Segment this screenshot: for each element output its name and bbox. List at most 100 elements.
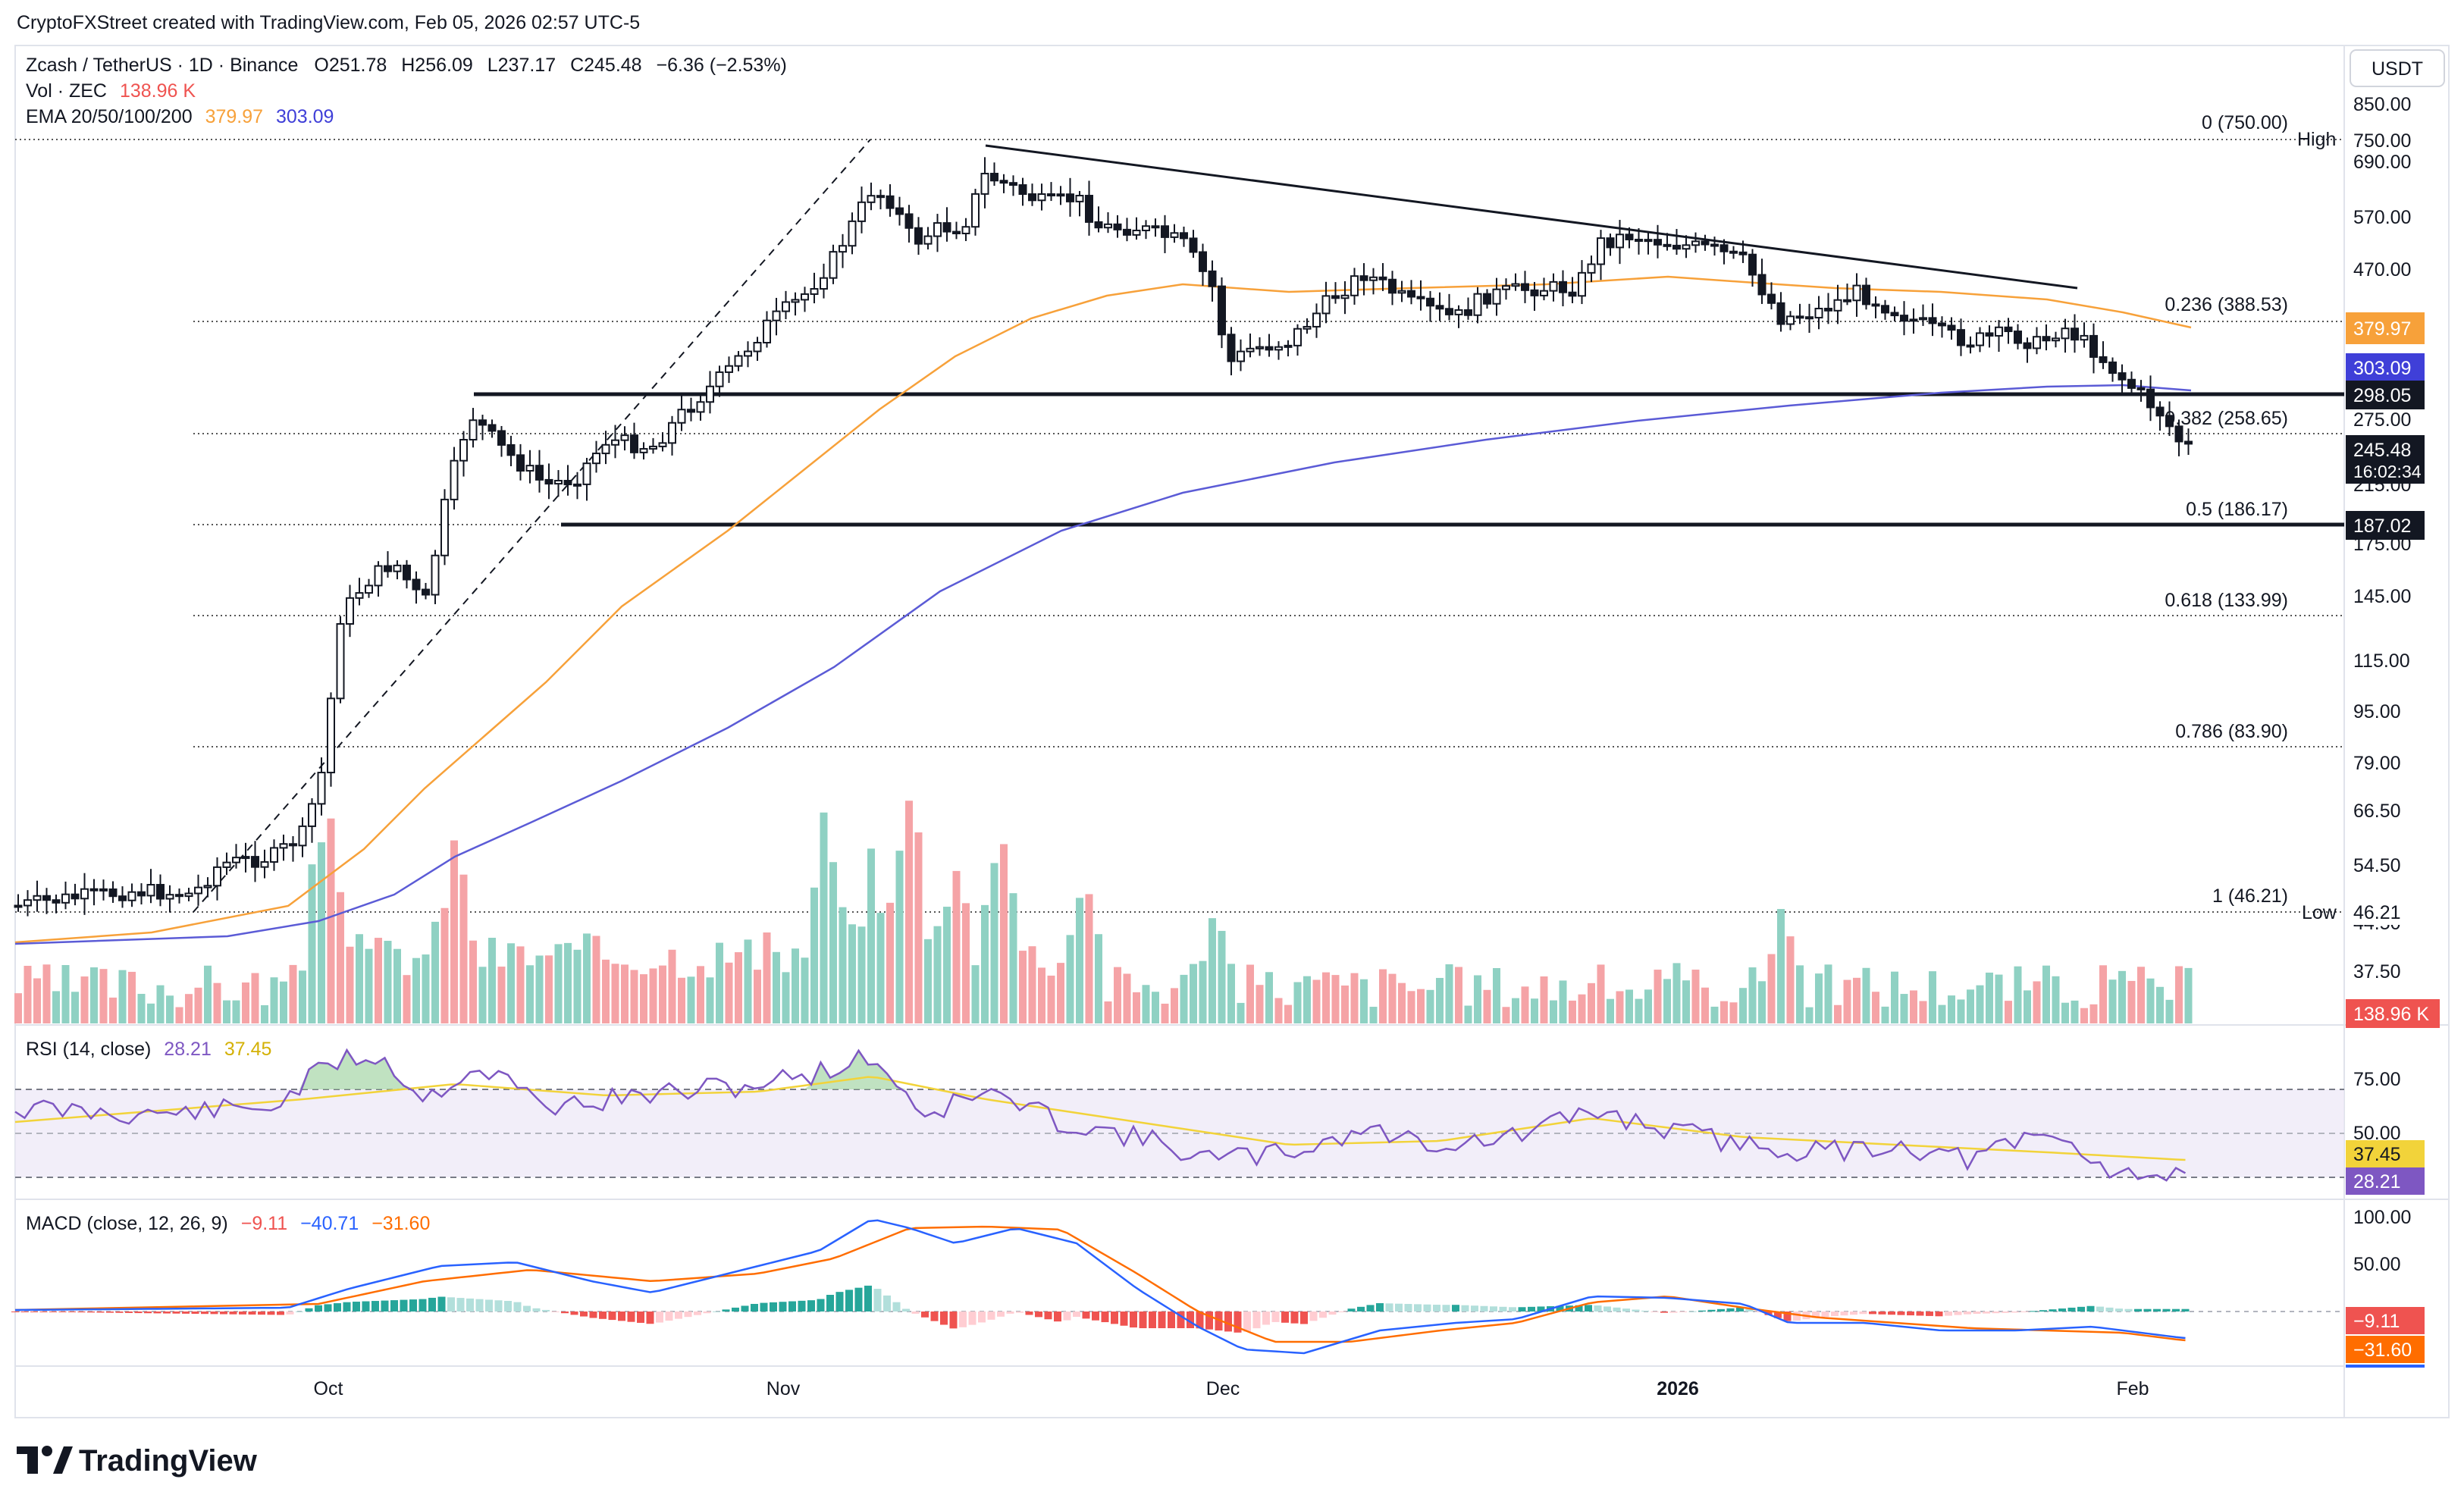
- volume-bar: [990, 863, 998, 1023]
- volume-bar: [1824, 964, 1832, 1023]
- macd-hist-bar: [1130, 1312, 1137, 1328]
- volume-bar: [1265, 972, 1273, 1023]
- candle: [2174, 419, 2183, 456]
- rsi-legend-label: RSI (14, close): [26, 1039, 151, 1060]
- price-axis[interactable]: 850.00 690.00 570.00 470.00 275.00 215.0…: [2353, 94, 2411, 982]
- volume-bar: [1853, 977, 1861, 1023]
- candle: [459, 431, 468, 477]
- tradingview-logo[interactable]: TradingView: [17, 1444, 258, 1478]
- candle: [1663, 233, 1672, 251]
- bar-countdown: 16:02:34: [2353, 462, 2422, 481]
- macd-hist-bar: [1395, 1303, 1403, 1312]
- macd-hist-bar: [1006, 1312, 1014, 1314]
- volume-bar: [1493, 967, 1500, 1023]
- price-tick: 690.00: [2353, 152, 2411, 173]
- macd-signal-line: [14, 1225, 2186, 1343]
- volume-bar: [1672, 963, 1681, 1023]
- macd-hist-bar: [722, 1309, 730, 1312]
- volume-bar: [744, 939, 752, 1023]
- ema-lines: [14, 275, 2192, 945]
- time-axis[interactable]: Oct Nov Dec 2026 Feb: [314, 1378, 2149, 1399]
- candle: [1795, 303, 1804, 324]
- candle: [1218, 277, 1226, 349]
- svg-text:RSI (14, close) 28.21: RSI (14, close) 28.21 37.45: [26, 1039, 271, 1060]
- macd-hist-bar: [911, 1312, 920, 1314]
- candle: [1483, 289, 1491, 309]
- volume-bar: [839, 907, 847, 1023]
- macd-hist-bar: [1385, 1303, 1393, 1312]
- candle: [687, 397, 695, 422]
- currency-button[interactable]: USDT: [2350, 49, 2445, 87]
- candle: [222, 852, 231, 876]
- macd-hist-bar: [504, 1301, 512, 1312]
- volume-bar: [905, 801, 913, 1023]
- fibonacci-labels: 0 (750.00) 0.236 (388.53) 0.382 (258.65)…: [2165, 112, 2288, 907]
- candle: [1776, 292, 1785, 332]
- candle: [1246, 333, 1255, 358]
- volume-bar: [649, 968, 657, 1023]
- macd-hist-bar: [1177, 1312, 1185, 1328]
- candle: [1719, 239, 1729, 265]
- candle: [99, 879, 108, 901]
- symbol-legend: Zcash / TetherUS · 1D · Binance O251.78 …: [26, 55, 787, 127]
- candle: [1142, 220, 1150, 240]
- macd-hist-bar: [2067, 1307, 2076, 1312]
- macd-hist-bar: [542, 1309, 550, 1312]
- volume-bar: [223, 1000, 230, 1023]
- fib-label: 0.786 (83.90): [2175, 721, 2288, 742]
- macd-hist-tag: [2346, 1307, 2425, 1334]
- volume-bar: [251, 973, 259, 1023]
- candle: [1625, 227, 1634, 249]
- macd-hist-bar: [703, 1312, 711, 1314]
- candle: [782, 290, 790, 320]
- macd-hist-bar: [779, 1302, 787, 1312]
- candle: [1852, 273, 1861, 317]
- macd-hist-bar: [1423, 1304, 1431, 1312]
- volume-bar: [1445, 964, 1453, 1023]
- macd-hist-bar: [1954, 1312, 1962, 1315]
- volume-bar: [754, 970, 761, 1023]
- candle: [1729, 246, 1738, 259]
- volume-bar: [213, 982, 221, 1023]
- candle: [1378, 263, 1387, 291]
- macd-hist-bar: [1707, 1309, 1716, 1312]
- macd-hist-bar: [1907, 1312, 1914, 1316]
- candle: [146, 869, 155, 904]
- candle: [1995, 320, 2003, 353]
- macd-hist-bar: [751, 1303, 758, 1312]
- volume-bar: [1767, 954, 1776, 1023]
- candle: [1464, 297, 1472, 320]
- macd-hist-bar: [1196, 1312, 1204, 1329]
- volume-bar: [1066, 935, 1074, 1023]
- candle: [260, 849, 269, 879]
- volume-bar: [1237, 1002, 1245, 1023]
- macd-pane[interactable]: MACD (close, 12, 26, 9) −9.11 −40.71 −31…: [11, 1207, 2425, 1368]
- volume-bar: [526, 965, 534, 1023]
- low-value: 46.21: [2353, 902, 2401, 923]
- macd-legend-hist: −9.11: [241, 1213, 287, 1234]
- macd-hist-bar: [1935, 1312, 1943, 1317]
- candle: [1056, 186, 1065, 205]
- rsi-ma-tag-value: 37.45: [2353, 1144, 2401, 1165]
- candle: [1445, 293, 1453, 321]
- candle: [1530, 281, 1539, 312]
- volume-bar: [867, 848, 875, 1023]
- macd-hist-bar: [1433, 1305, 1440, 1312]
- ohlc-low: L237.17: [487, 55, 556, 76]
- candle: [365, 578, 373, 598]
- descending-trendline[interactable]: [985, 144, 2078, 290]
- macd-hist-bar: [1528, 1306, 1535, 1312]
- candle: [2127, 371, 2136, 395]
- candle: [791, 292, 800, 316]
- volume-bar: [659, 965, 666, 1023]
- candle: [848, 212, 857, 255]
- candle: [1672, 229, 1681, 255]
- volume-bar: [393, 948, 401, 1023]
- rsi-pane[interactable]: RSI (14, close) 28.21 37.45 75.00 50.00 …: [14, 1039, 2425, 1195]
- macd-hist-bar: [523, 1305, 531, 1312]
- volume-bar: [440, 907, 449, 1023]
- fib-anchor-line[interactable]: [193, 139, 871, 913]
- volume-bar: [497, 967, 506, 1023]
- candle: [1587, 255, 1596, 283]
